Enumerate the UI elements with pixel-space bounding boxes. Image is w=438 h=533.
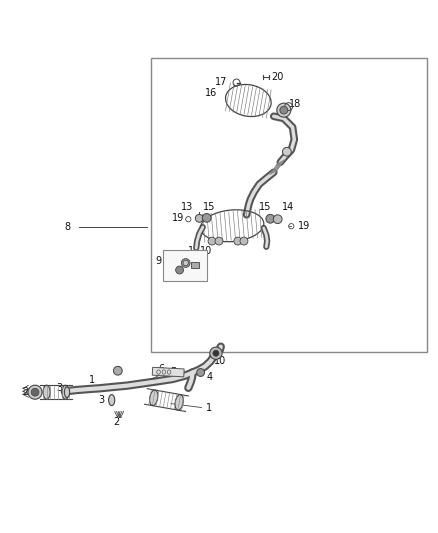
Text: 3: 3	[57, 383, 63, 393]
Text: 19: 19	[172, 213, 184, 223]
Ellipse shape	[64, 387, 70, 398]
Ellipse shape	[43, 385, 50, 399]
Text: 2: 2	[22, 387, 28, 397]
Circle shape	[283, 147, 291, 156]
Text: 9: 9	[155, 256, 161, 266]
Text: 3: 3	[98, 395, 104, 405]
Text: 1: 1	[89, 375, 95, 384]
Bar	[191, 262, 199, 268]
Text: 12: 12	[188, 264, 201, 274]
Ellipse shape	[62, 385, 69, 399]
Circle shape	[181, 259, 190, 268]
Text: 10: 10	[200, 246, 212, 256]
Circle shape	[28, 385, 42, 399]
Text: 19: 19	[298, 221, 310, 231]
Text: 16: 16	[205, 88, 217, 99]
Text: 18: 18	[289, 100, 301, 109]
Text: 15: 15	[259, 202, 272, 212]
Circle shape	[213, 350, 219, 356]
Text: 15: 15	[203, 202, 215, 212]
Circle shape	[195, 214, 203, 222]
Text: 5: 5	[170, 367, 176, 377]
Circle shape	[215, 237, 223, 245]
Text: 10: 10	[188, 255, 201, 265]
Text: 8: 8	[65, 222, 71, 232]
Circle shape	[113, 366, 122, 375]
Text: 4: 4	[114, 366, 120, 376]
Circle shape	[273, 215, 282, 223]
Text: 14: 14	[282, 202, 294, 212]
Text: 4: 4	[207, 373, 213, 382]
Ellipse shape	[175, 394, 183, 410]
Circle shape	[31, 388, 39, 396]
Circle shape	[176, 266, 184, 274]
Text: 7: 7	[157, 377, 163, 387]
Circle shape	[202, 214, 211, 222]
Circle shape	[208, 237, 216, 245]
Circle shape	[234, 237, 242, 245]
Circle shape	[197, 368, 205, 376]
Text: 17: 17	[215, 77, 227, 87]
Text: 2: 2	[113, 417, 119, 427]
Ellipse shape	[150, 390, 158, 406]
Circle shape	[183, 260, 188, 265]
Text: 1: 1	[206, 402, 212, 413]
Text: 13: 13	[180, 202, 193, 212]
Bar	[152, 367, 184, 377]
Circle shape	[266, 214, 275, 223]
Bar	[151, 59, 427, 352]
Text: 20: 20	[272, 72, 284, 82]
Circle shape	[210, 347, 222, 359]
Circle shape	[280, 106, 288, 114]
Text: 10: 10	[214, 356, 226, 366]
Text: 11: 11	[188, 246, 201, 256]
Text: 6: 6	[159, 365, 165, 374]
Bar	[163, 251, 207, 281]
Circle shape	[277, 103, 291, 117]
Circle shape	[240, 237, 248, 245]
Ellipse shape	[109, 394, 115, 406]
